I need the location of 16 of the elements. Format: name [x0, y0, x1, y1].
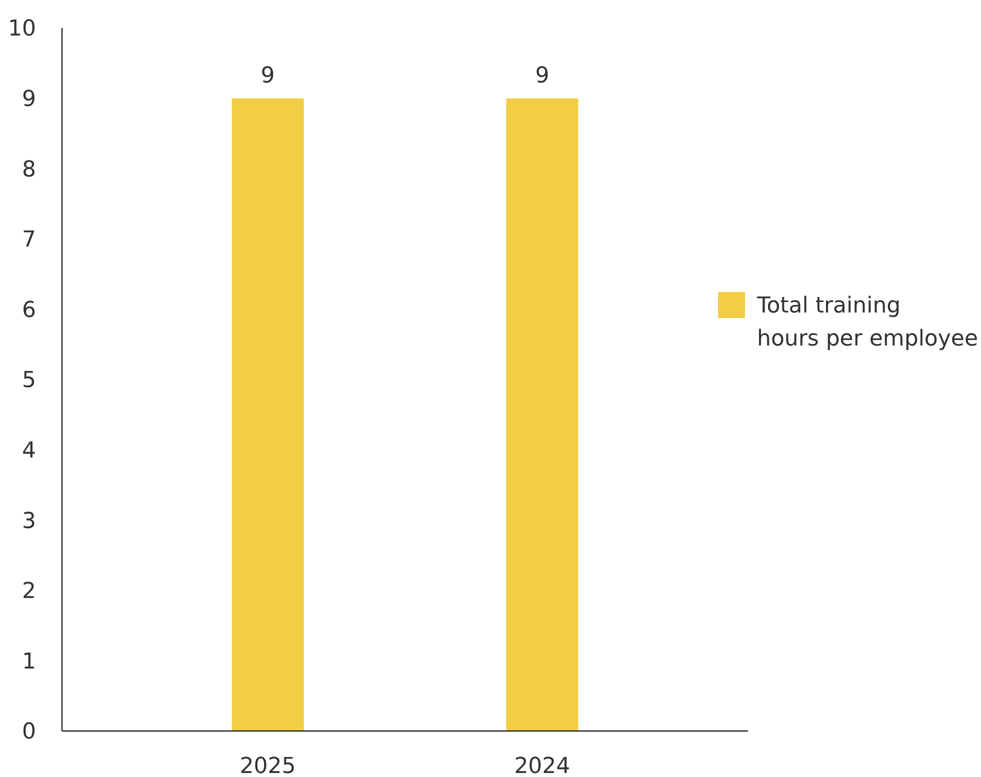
x-tick-label: 2024 — [514, 754, 570, 777]
y-tick-label: 5 — [22, 368, 36, 394]
y-tick-label: 9 — [22, 87, 36, 112]
y-tick-label: 10 — [8, 16, 36, 42]
y-tick-label: 6 — [22, 298, 36, 323]
legend-label: Total training hours per employee — [756, 294, 978, 352]
data-label: 9 — [260, 63, 275, 88]
x-tick-label: 2025 — [240, 754, 296, 777]
y-tick-label: 2 — [22, 579, 36, 604]
data-label: 9 — [535, 63, 550, 88]
y-tick-label: 1 — [22, 649, 36, 674]
y-tick-label: 4 — [22, 438, 36, 464]
y-tick-label: 3 — [22, 508, 36, 534]
y-tick-label: 7 — [22, 228, 36, 253]
y-tick-label: 0 — [22, 720, 36, 745]
y-tick-label: 8 — [22, 157, 36, 182]
